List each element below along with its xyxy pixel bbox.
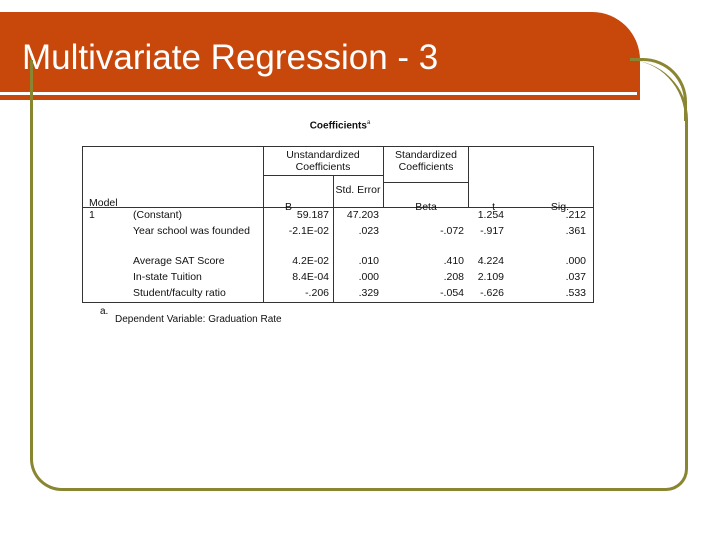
coef-sig: .000 <box>565 255 586 267</box>
footnote-text: Dependent Variable: Graduation Rate <box>115 314 282 325</box>
coef-b: -.206 <box>305 287 329 299</box>
predictor-name: Year school was founded <box>133 225 250 237</box>
coef-t: 4.224 <box>477 255 504 267</box>
title-underline <box>0 92 637 95</box>
slide-frame-corner <box>630 58 687 121</box>
coef-b: -2.1E-02 <box>288 225 329 237</box>
coef-t: 1.254 <box>477 209 504 221</box>
coef-sig: .212 <box>565 209 586 221</box>
footnote-marker: a. <box>100 306 109 317</box>
header-std-error: Std. Error <box>335 184 381 196</box>
slide-title: Multivariate Regression - 3 <box>22 38 439 77</box>
table-title: Coefficientsa <box>309 120 371 132</box>
header-beta: Beta <box>415 201 437 213</box>
coef-sig: .361 <box>565 225 586 237</box>
table-divider <box>333 207 334 302</box>
coef-sig: .533 <box>565 287 586 299</box>
coef-beta: .410 <box>443 255 464 267</box>
coef-sig: .037 <box>565 271 586 283</box>
coef-t: -.626 <box>480 287 504 299</box>
header-model: Model <box>89 197 118 209</box>
predictor-name: (Constant) <box>133 209 183 221</box>
coef-beta: .208 <box>443 271 464 283</box>
coef-b: 4.2E-02 <box>292 255 329 267</box>
table-divider <box>83 207 593 208</box>
coef-std-error: .329 <box>358 287 379 299</box>
header-unstandardized: Unstandardized Coefficients <box>286 149 360 173</box>
table-divider <box>468 147 469 207</box>
header-b: B <box>284 201 292 213</box>
table-divider <box>263 147 264 207</box>
header-sig: Sig. <box>550 201 569 213</box>
table-divider <box>383 147 384 207</box>
coef-t: -.917 <box>480 225 504 237</box>
coef-std-error: .023 <box>358 225 379 237</box>
coef-std-error: .000 <box>358 271 379 283</box>
title-banner <box>0 12 640 100</box>
coefficients-table: Model Unstandardized Coefficients Standa… <box>82 146 594 303</box>
header-t: t <box>492 201 495 213</box>
table-divider <box>383 182 468 183</box>
predictor-name: In-state Tuition <box>133 271 202 283</box>
slide-frame <box>30 60 688 491</box>
predictor-name: Average SAT Score <box>133 255 225 267</box>
coef-t: 2.109 <box>477 271 504 283</box>
coef-beta: -.054 <box>440 287 464 299</box>
table-title-superscript: a <box>366 120 371 126</box>
table-divider <box>333 175 334 207</box>
coef-b: 8.4E-04 <box>292 271 329 283</box>
coef-b: 59.187 <box>296 209 329 221</box>
table-divider <box>263 207 264 302</box>
coef-std-error: .010 <box>358 255 379 267</box>
coef-std-error: 47.203 <box>346 209 379 221</box>
predictor-name: Student/faculty ratio <box>133 287 226 299</box>
table-divider <box>263 175 383 176</box>
coef-beta: -.072 <box>440 225 464 237</box>
model-number: 1 <box>89 209 95 221</box>
header-standardized: Standardized Coefficients <box>395 149 457 173</box>
